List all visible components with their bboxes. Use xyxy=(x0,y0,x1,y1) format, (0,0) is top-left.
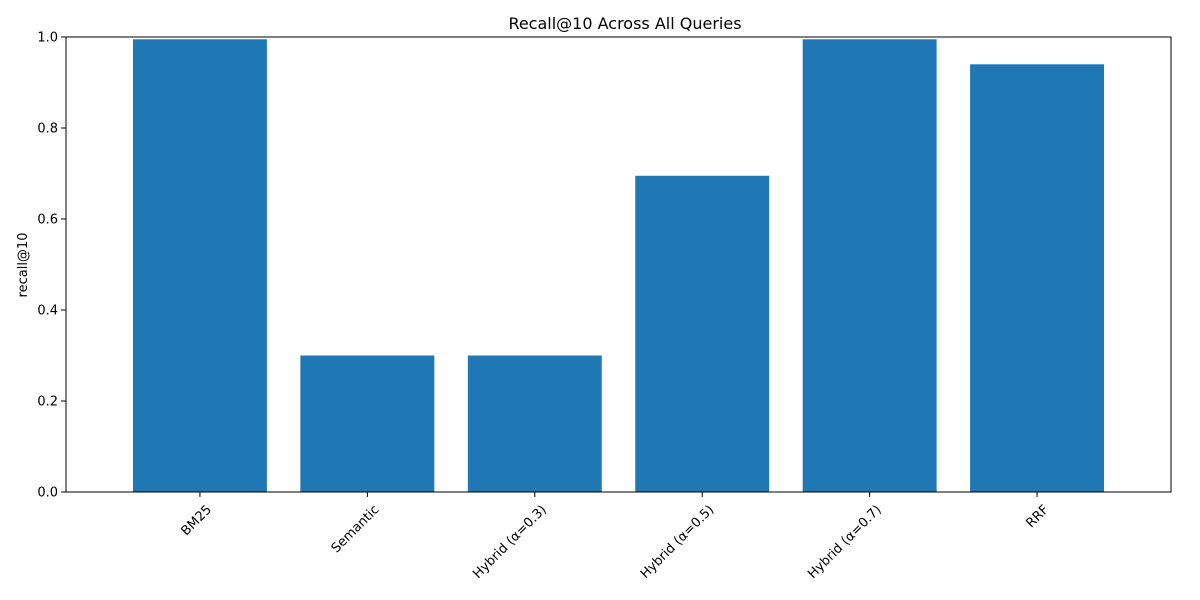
y-tick-label: 0.2 xyxy=(37,395,58,410)
y-tick-label: 0.4 xyxy=(37,304,58,319)
y-tick-label: 0.0 xyxy=(37,486,58,501)
x-tick-label: RRF xyxy=(1023,502,1052,531)
y-tick-label: 0.6 xyxy=(37,213,58,228)
x-tick-label: Semantic xyxy=(329,502,383,556)
x-tick-label: Hybrid (α=0.5) xyxy=(638,502,717,581)
bar-4 xyxy=(802,39,937,493)
chart-title: Recall@10 Across All Queries xyxy=(508,14,741,33)
bars-layer xyxy=(132,39,1105,493)
bar-1 xyxy=(300,355,435,492)
x-tick-label: Hybrid (α=0.7) xyxy=(805,502,884,581)
x-tick-label: BM25 xyxy=(178,502,215,539)
y-axis-ticks: 0.0 0.2 0.4 0.6 0.8 1.0 xyxy=(37,31,66,501)
x-tick-label: Hybrid (α=0.3) xyxy=(470,502,549,581)
y-axis-label: recall@10 xyxy=(16,233,31,298)
bar-5 xyxy=(970,64,1105,493)
x-axis-ticks: BM25 Semantic Hybrid (α=0.3) Hybrid (α=0.5)… xyxy=(178,492,1052,582)
bar-0 xyxy=(132,39,267,493)
plot-frame xyxy=(65,36,1172,493)
bar-2 xyxy=(467,355,602,492)
bar-3 xyxy=(635,175,770,492)
y-tick-label: 0.8 xyxy=(37,122,58,137)
y-tick-label: 1.0 xyxy=(37,31,58,46)
